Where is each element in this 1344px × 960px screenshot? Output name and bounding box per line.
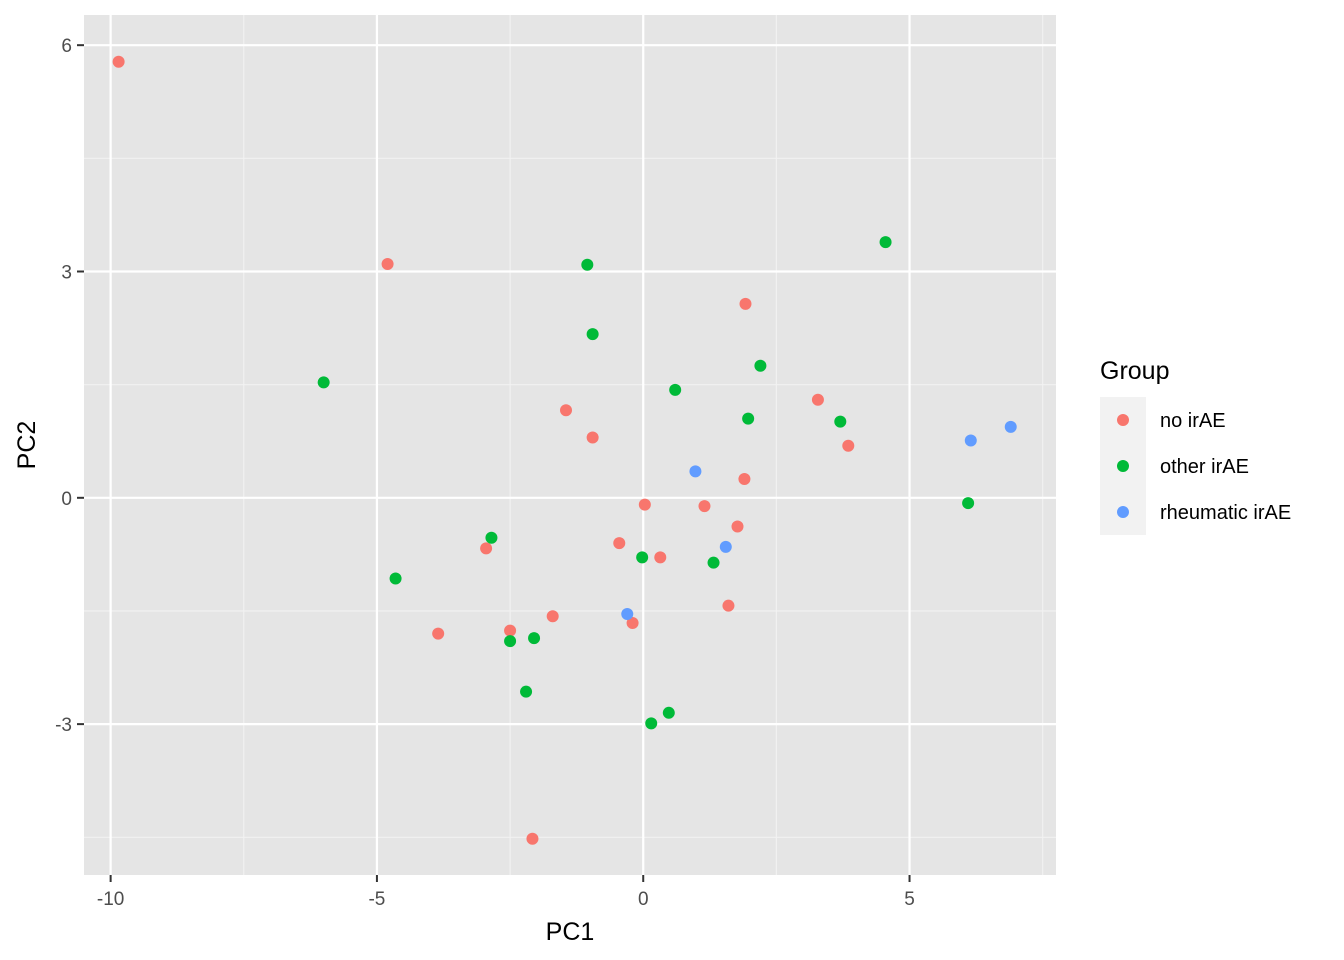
y-tick-label: -3 xyxy=(55,715,72,736)
legend-key-rheumatic-irae xyxy=(1117,506,1129,518)
point-no-irae xyxy=(626,617,639,630)
legend-label-rheumatic-irae: rheumatic irAE xyxy=(1160,502,1291,524)
point-other-irae xyxy=(669,383,682,396)
point-no-irae xyxy=(480,542,493,555)
grid-minor xyxy=(84,15,1056,875)
y-axis-title: PC2 xyxy=(13,421,41,470)
legend-title: Group xyxy=(1100,357,1169,385)
y-tick-label: 6 xyxy=(61,36,72,57)
legend-key-no-irae xyxy=(1117,414,1129,426)
point-no-irae xyxy=(722,599,735,612)
point-other-irae xyxy=(707,556,720,569)
point-no-irae xyxy=(731,520,744,533)
point-no-irae xyxy=(738,472,751,485)
point-other-irae xyxy=(834,415,847,428)
x-tick-label: -5 xyxy=(368,889,385,910)
x-axis-title: PC1 xyxy=(546,918,595,946)
point-other-irae xyxy=(317,376,330,389)
point-no-irae xyxy=(842,439,855,452)
point-no-irae xyxy=(112,55,125,68)
legend-key-other-irae xyxy=(1117,460,1129,472)
point-rheumatic-irae xyxy=(621,607,634,620)
point-other-irae xyxy=(528,632,541,645)
data-points xyxy=(112,55,1017,845)
x-tick-label: 5 xyxy=(904,889,915,910)
point-no-irae xyxy=(698,500,711,513)
point-other-irae xyxy=(636,551,649,564)
point-other-irae xyxy=(742,412,755,425)
point-no-irae xyxy=(586,431,599,444)
point-no-irae xyxy=(560,404,573,417)
point-other-irae xyxy=(581,258,594,271)
point-no-irae xyxy=(739,297,752,310)
y-axis: -3 0 3 6 xyxy=(55,36,84,736)
grid-major xyxy=(84,15,1056,875)
y-tick-label: 0 xyxy=(61,489,72,510)
point-no-irae xyxy=(381,257,394,270)
point-no-irae xyxy=(432,627,445,640)
y-tick-label: 3 xyxy=(61,262,72,283)
x-axis: -10 -5 0 5 xyxy=(97,875,915,910)
point-other-irae xyxy=(586,328,599,341)
point-no-irae xyxy=(526,832,539,845)
point-other-irae xyxy=(879,236,892,249)
point-no-irae xyxy=(811,393,824,406)
point-other-irae xyxy=(504,635,517,648)
x-tick-label: -10 xyxy=(97,889,124,910)
point-rheumatic-irae xyxy=(1004,420,1017,433)
point-other-irae xyxy=(520,685,533,698)
point-other-irae xyxy=(754,359,767,372)
point-no-irae xyxy=(654,551,667,564)
point-no-irae xyxy=(546,610,559,623)
legend-label-other-irae: other irAE xyxy=(1160,456,1249,478)
point-rheumatic-irae xyxy=(719,540,732,553)
point-no-irae xyxy=(504,624,517,637)
legend: Group no irAE other irAE rheumatic irAE xyxy=(1100,357,1291,535)
point-no-irae xyxy=(638,498,651,511)
point-no-irae xyxy=(613,537,626,550)
point-other-irae xyxy=(389,572,402,585)
x-tick-label: 0 xyxy=(638,889,649,910)
point-other-irae xyxy=(645,717,658,730)
point-other-irae xyxy=(662,706,675,719)
point-rheumatic-irae xyxy=(689,465,702,478)
point-rheumatic-irae xyxy=(964,434,977,447)
point-other-irae xyxy=(962,497,975,510)
point-other-irae xyxy=(485,531,498,544)
legend-label-no-irae: no irAE xyxy=(1160,410,1226,432)
